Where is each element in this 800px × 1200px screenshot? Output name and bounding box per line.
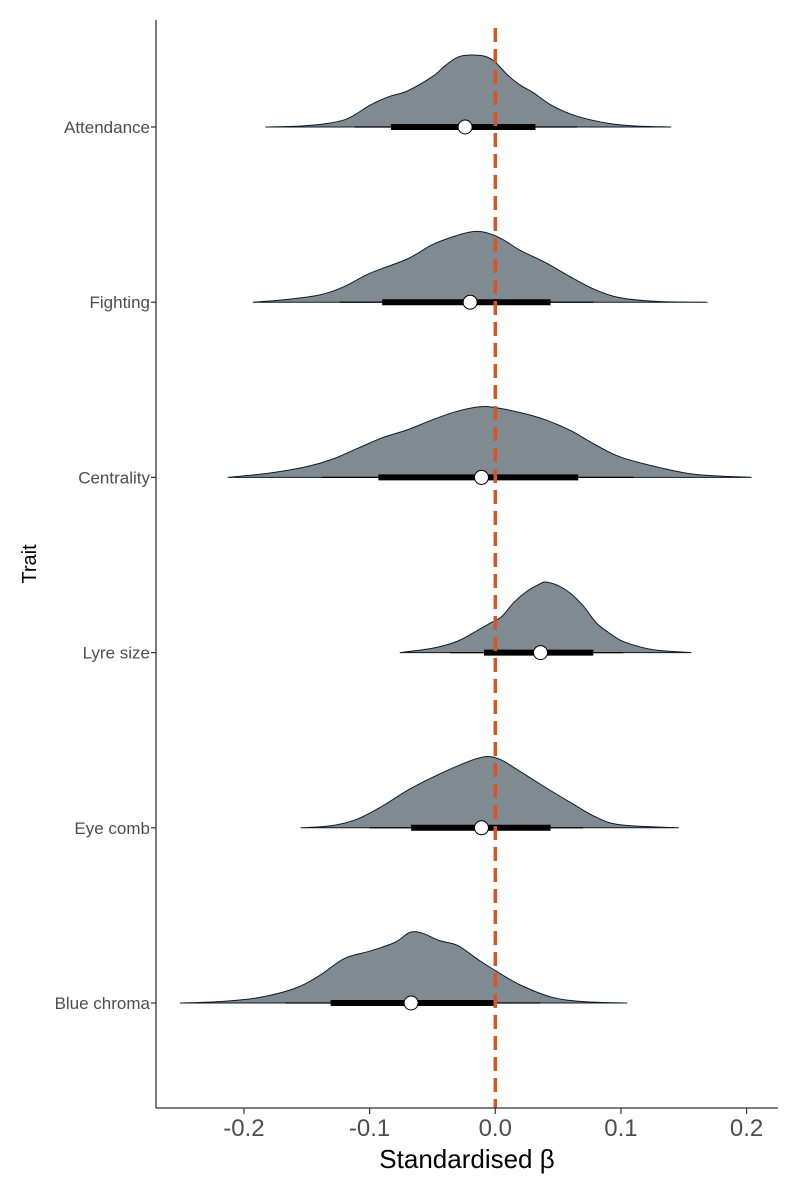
x-tick-label: -0.1 — [349, 1115, 390, 1142]
density-fighting — [252, 230, 708, 303]
point-estimate-blue-chroma — [403, 995, 419, 1011]
trait-group-eye-comb — [300, 755, 679, 836]
point-estimate-attendance — [457, 119, 473, 135]
y-axis-title: Trait — [19, 544, 41, 584]
x-axis-title: Standardised β — [379, 1144, 554, 1174]
trait-group-blue-chroma — [179, 931, 628, 1011]
density-blue-chroma — [179, 931, 628, 1004]
density-lyre-size — [399, 581, 692, 654]
point-estimate-centrality — [473, 469, 489, 485]
plot-marks — [179, 28, 752, 1108]
trait-group-fighting — [252, 230, 708, 310]
point-estimate-fighting — [462, 294, 478, 310]
y-tick-label-centrality: Centrality — [78, 468, 150, 487]
y-axis-ticks: Attendance Fighting Centrality Lyre size Eye… — [55, 118, 156, 1013]
point-estimate-lyre-size — [533, 645, 549, 661]
point-estimate-eye-comb — [473, 820, 489, 836]
density-centrality — [227, 406, 752, 478]
trait-group-lyre-size — [399, 581, 692, 661]
x-axis-ticks: -0.2 -0.1 0.0 0.1 0.2 — [223, 1108, 763, 1142]
x-tick-label: -0.2 — [223, 1115, 264, 1142]
y-tick-label-attendance: Attendance — [64, 118, 150, 137]
density-eye-comb — [300, 755, 679, 829]
x-tick-label: 0.0 — [479, 1115, 512, 1142]
y-tick-label-eye-comb: Eye comb — [74, 819, 150, 838]
y-tick-label-lyre-size: Lyre size — [83, 644, 150, 663]
trait-group-attendance — [265, 54, 672, 135]
y-tick-label-blue-chroma: Blue chroma — [55, 994, 151, 1013]
trait-group-centrality — [227, 406, 752, 485]
density-attendance — [265, 54, 672, 128]
x-tick-label: 0.1 — [604, 1115, 637, 1142]
x-tick-label: 0.2 — [730, 1115, 763, 1142]
y-tick-label-fighting: Fighting — [90, 293, 150, 312]
